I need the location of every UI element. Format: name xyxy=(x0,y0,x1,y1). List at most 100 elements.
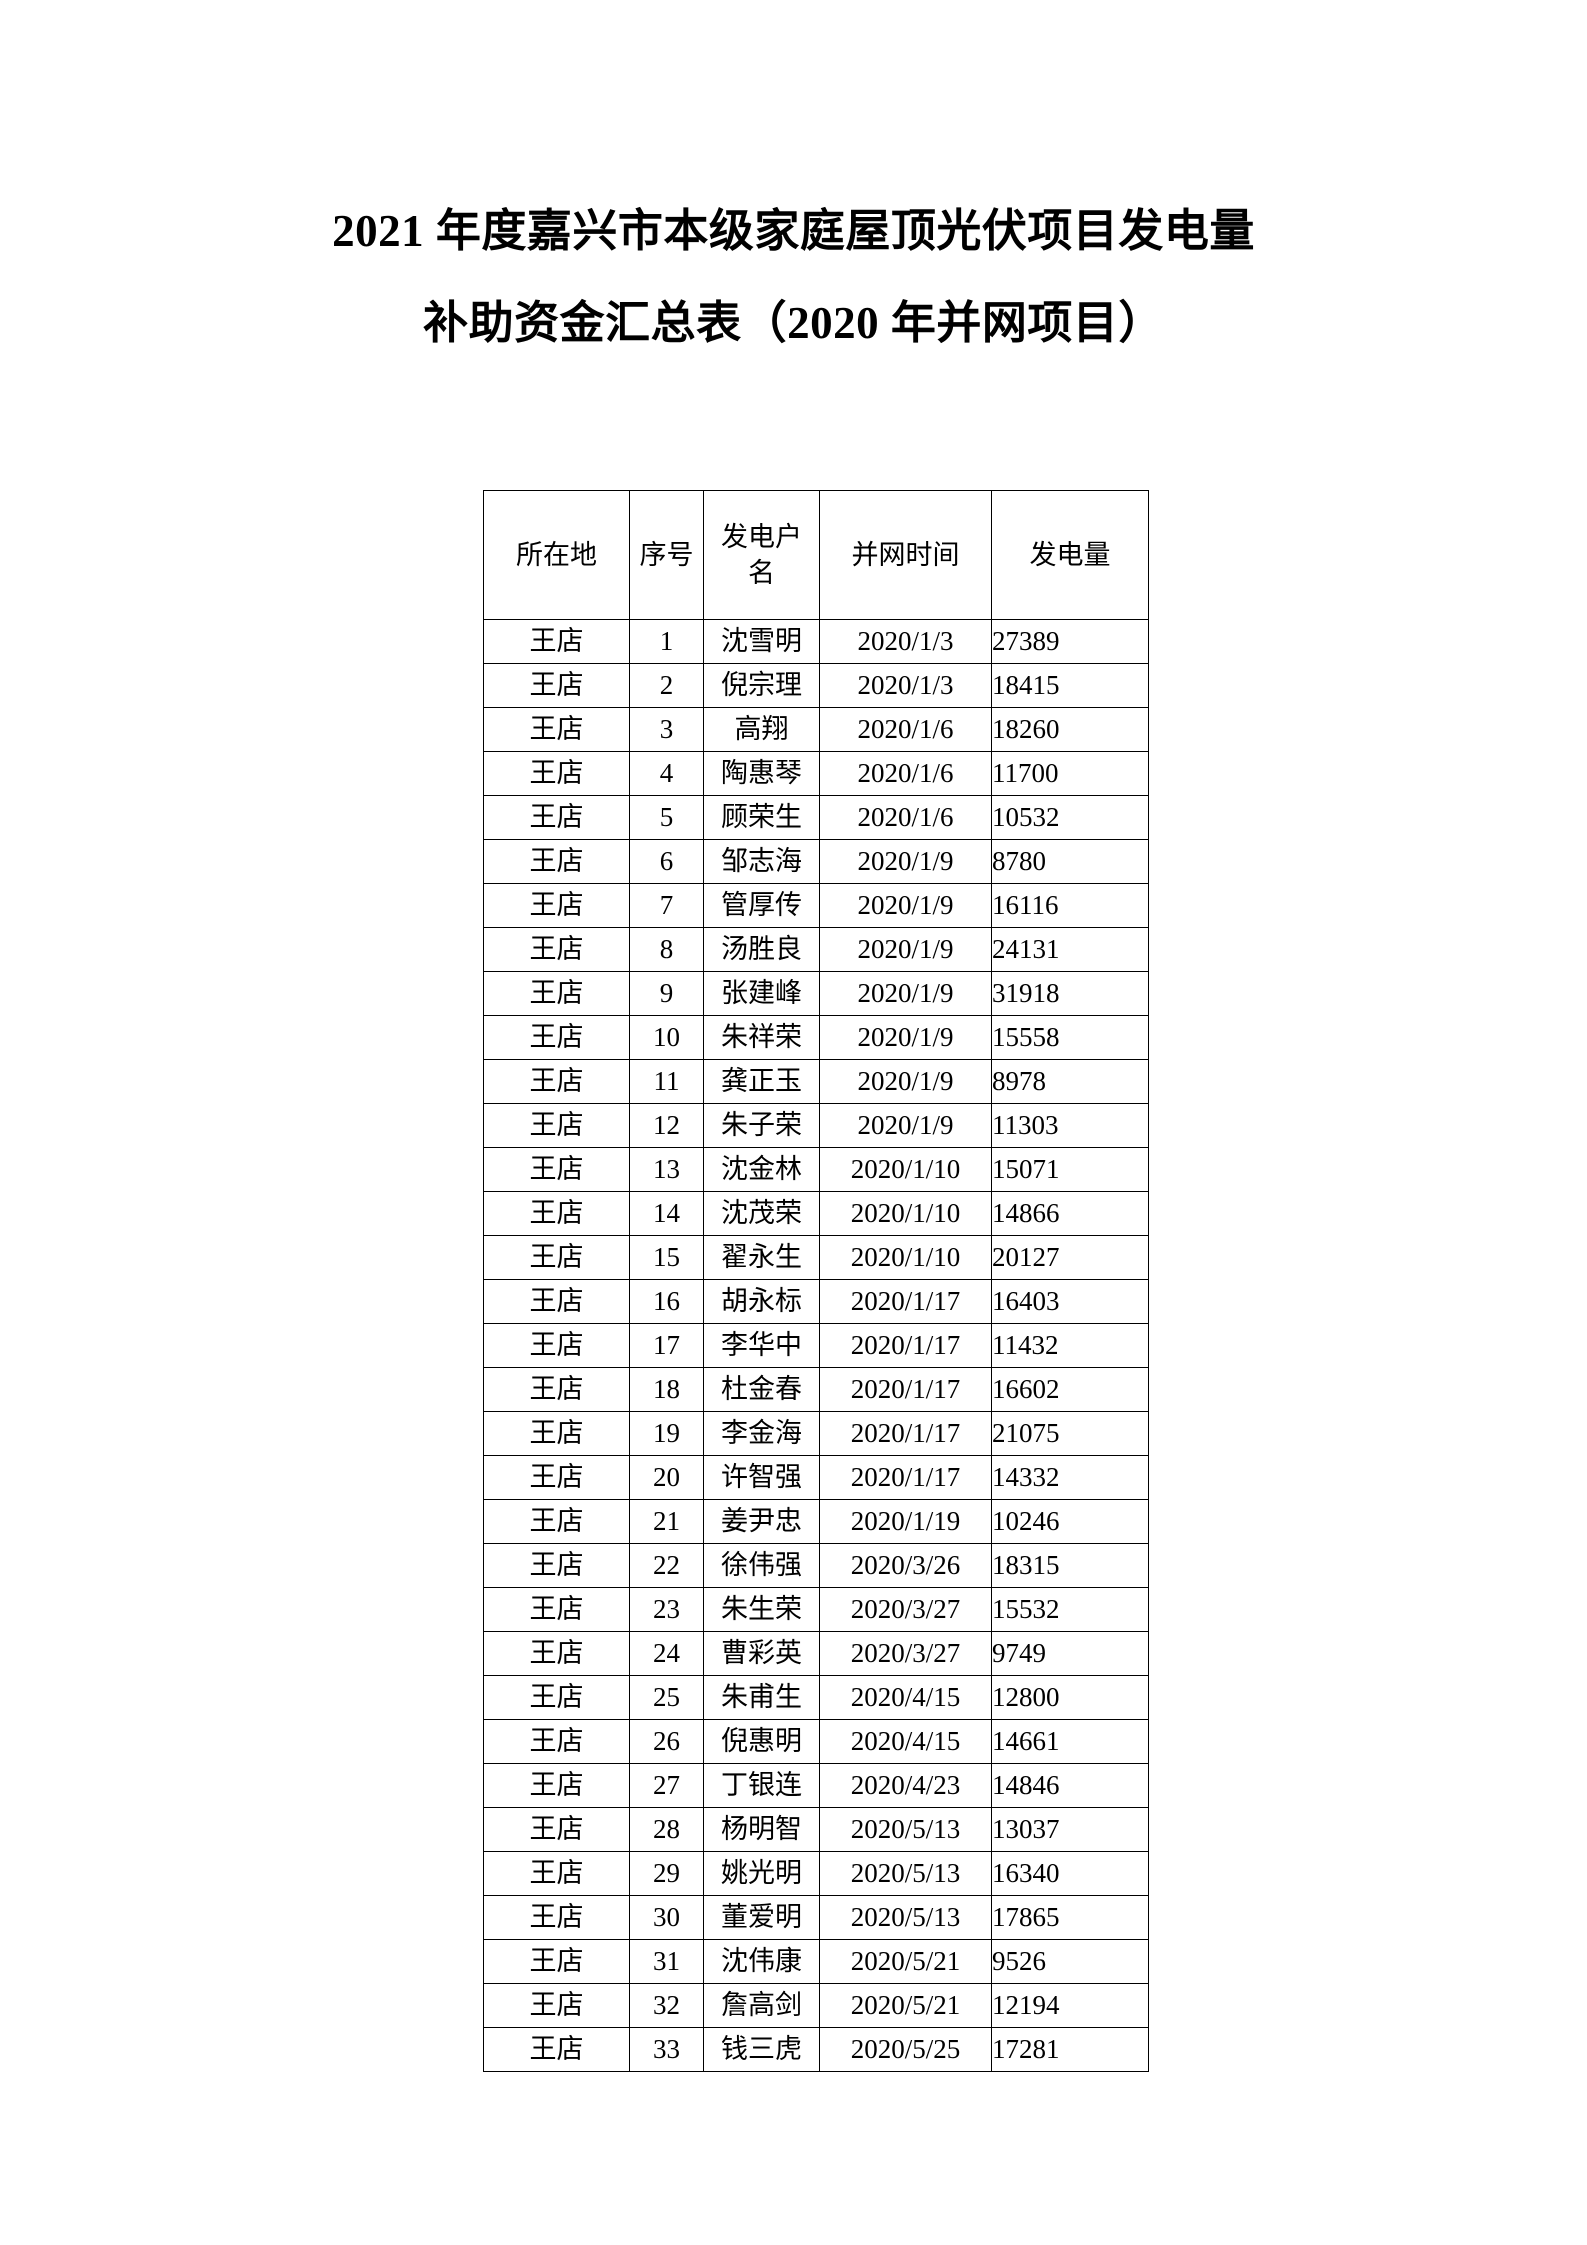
table-row: 王店 29 姚光明 2020/5/13 16340 xyxy=(483,1851,1149,1896)
cell-household: 翟永生 xyxy=(703,1235,820,1280)
cell-grid-time: 2020/5/13 xyxy=(819,1807,992,1852)
cell-location: 王店 xyxy=(483,1015,630,1060)
table-row: 王店 16 胡永标 2020/1/17 16403 xyxy=(483,1279,1149,1324)
cell-household: 胡永标 xyxy=(703,1279,820,1324)
table-row: 王店 11 龚正玉 2020/1/9 8978 xyxy=(483,1059,1149,1104)
cell-grid-time: 2020/1/10 xyxy=(819,1147,992,1192)
cell-location: 王店 xyxy=(483,1807,630,1852)
cell-household: 顾荣生 xyxy=(703,795,820,840)
cell-household: 杜金春 xyxy=(703,1367,820,1412)
cell-location: 王店 xyxy=(483,2027,630,2072)
cell-grid-time: 2020/1/6 xyxy=(819,707,992,752)
cell-sequence: 22 xyxy=(629,1543,704,1588)
cell-location: 王店 xyxy=(483,1103,630,1148)
cell-generation: 13037 xyxy=(991,1807,1149,1852)
cell-sequence: 26 xyxy=(629,1719,704,1764)
table-row: 王店 28 杨明智 2020/5/13 13037 xyxy=(483,1807,1149,1852)
cell-location: 王店 xyxy=(483,619,630,664)
cell-household: 张建峰 xyxy=(703,971,820,1016)
table-row: 王店 19 李金海 2020/1/17 21075 xyxy=(483,1411,1149,1456)
cell-sequence: 10 xyxy=(629,1015,704,1060)
cell-household: 姜尹忠 xyxy=(703,1499,820,1544)
cell-generation: 14846 xyxy=(991,1763,1149,1808)
cell-household: 陶惠琴 xyxy=(703,751,820,796)
cell-household: 沈雪明 xyxy=(703,619,820,664)
cell-sequence: 18 xyxy=(629,1367,704,1412)
table-row: 王店 9 张建峰 2020/1/9 31918 xyxy=(483,971,1149,1016)
table-row: 王店 12 朱子荣 2020/1/9 11303 xyxy=(483,1103,1149,1148)
cell-sequence: 32 xyxy=(629,1983,704,2028)
cell-location: 王店 xyxy=(483,1631,630,1676)
cell-sequence: 14 xyxy=(629,1191,704,1236)
cell-sequence: 9 xyxy=(629,971,704,1016)
cell-grid-time: 2020/5/13 xyxy=(819,1895,992,1940)
cell-location: 王店 xyxy=(483,971,630,1016)
cell-grid-time: 2020/1/9 xyxy=(819,927,992,972)
table-row: 王店 15 翟永生 2020/1/10 20127 xyxy=(483,1235,1149,1280)
cell-generation: 18315 xyxy=(991,1543,1149,1588)
column-header-sequence: 序号 xyxy=(629,490,704,620)
table-row: 王店 14 沈茂荣 2020/1/10 14866 xyxy=(483,1191,1149,1236)
cell-sequence: 24 xyxy=(629,1631,704,1676)
table-row: 王店 24 曹彩英 2020/3/27 9749 xyxy=(483,1631,1149,1676)
cell-grid-time: 2020/1/9 xyxy=(819,1103,992,1148)
cell-location: 王店 xyxy=(483,1763,630,1808)
cell-location: 王店 xyxy=(483,663,630,708)
cell-sequence: 2 xyxy=(629,663,704,708)
table-row: 王店 7 管厚传 2020/1/9 16116 xyxy=(483,883,1149,928)
cell-generation: 18260 xyxy=(991,707,1149,752)
cell-generation: 10246 xyxy=(991,1499,1149,1544)
cell-household: 钱三虎 xyxy=(703,2027,820,2072)
cell-grid-time: 2020/1/6 xyxy=(819,795,992,840)
cell-location: 王店 xyxy=(483,1367,630,1412)
cell-grid-time: 2020/1/9 xyxy=(819,1015,992,1060)
cell-grid-time: 2020/1/19 xyxy=(819,1499,992,1544)
title-line-2: 补助资金汇总表（2020 年并网项目） xyxy=(423,298,1164,348)
page-title: 2021 年度嘉兴市本级家庭屋顶光伏项目发电量 补助资金汇总表（2020 年并网… xyxy=(0,185,1587,369)
cell-generation: 11432 xyxy=(991,1323,1149,1368)
table-row: 王店 30 董爱明 2020/5/13 17865 xyxy=(483,1895,1149,1940)
cell-household: 沈茂荣 xyxy=(703,1191,820,1236)
cell-location: 王店 xyxy=(483,883,630,928)
cell-household: 李华中 xyxy=(703,1323,820,1368)
cell-generation: 9749 xyxy=(991,1631,1149,1676)
cell-grid-time: 2020/1/6 xyxy=(819,751,992,796)
cell-sequence: 15 xyxy=(629,1235,704,1280)
cell-household: 汤胜良 xyxy=(703,927,820,972)
cell-location: 王店 xyxy=(483,1851,630,1896)
cell-sequence: 12 xyxy=(629,1103,704,1148)
generation-subsidy-table: 所在地 序号 发电户名 并网时间 发电量 王店 1 沈雪明 2020/1/3 27389… xyxy=(483,490,1149,2072)
table-header-row: 所在地 序号 发电户名 并网时间 发电量 xyxy=(483,490,1149,620)
cell-generation: 12194 xyxy=(991,1983,1149,2028)
table-row: 王店 21 姜尹忠 2020/1/19 10246 xyxy=(483,1499,1149,1544)
generation-subsidy-table-container: 所在地 序号 发电户名 并网时间 发电量 王店 1 沈雪明 2020/1/3 27389… xyxy=(483,490,1149,2072)
cell-location: 王店 xyxy=(483,1543,630,1588)
table-row: 王店 6 邹志海 2020/1/9 8780 xyxy=(483,839,1149,884)
cell-household: 朱生荣 xyxy=(703,1587,820,1632)
table-row: 王店 13 沈金林 2020/1/10 15071 xyxy=(483,1147,1149,1192)
cell-generation: 18415 xyxy=(991,663,1149,708)
cell-sequence: 1 xyxy=(629,619,704,664)
cell-grid-time: 2020/3/27 xyxy=(819,1587,992,1632)
cell-household: 朱甫生 xyxy=(703,1675,820,1720)
cell-household: 丁银连 xyxy=(703,1763,820,1808)
cell-location: 王店 xyxy=(483,1455,630,1500)
cell-generation: 8978 xyxy=(991,1059,1149,1104)
cell-household: 朱子荣 xyxy=(703,1103,820,1148)
table-row: 王店 23 朱生荣 2020/3/27 15532 xyxy=(483,1587,1149,1632)
cell-grid-time: 2020/1/9 xyxy=(819,1059,992,1104)
table-row: 王店 22 徐伟强 2020/3/26 18315 xyxy=(483,1543,1149,1588)
cell-location: 王店 xyxy=(483,1147,630,1192)
cell-location: 王店 xyxy=(483,839,630,884)
cell-generation: 15532 xyxy=(991,1587,1149,1632)
cell-grid-time: 2020/1/17 xyxy=(819,1279,992,1324)
cell-generation: 24131 xyxy=(991,927,1149,972)
cell-sequence: 21 xyxy=(629,1499,704,1544)
cell-sequence: 20 xyxy=(629,1455,704,1500)
cell-sequence: 31 xyxy=(629,1939,704,1984)
table-row: 王店 33 钱三虎 2020/5/25 17281 xyxy=(483,2027,1149,2072)
cell-generation: 15558 xyxy=(991,1015,1149,1060)
cell-sequence: 13 xyxy=(629,1147,704,1192)
cell-grid-time: 2020/1/17 xyxy=(819,1411,992,1456)
cell-household: 姚光明 xyxy=(703,1851,820,1896)
